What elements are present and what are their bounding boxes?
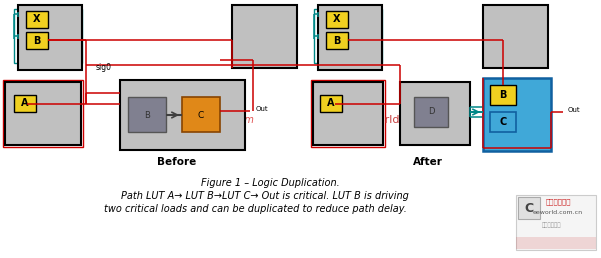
- Bar: [414, 97, 448, 127]
- Bar: [326, 32, 348, 49]
- Text: X: X: [333, 14, 341, 25]
- Text: eeworld.com.cn: eeworld.com.cn: [533, 211, 583, 215]
- Text: 品品世界之美: 品品世界之美: [542, 222, 562, 228]
- Text: Out: Out: [256, 106, 269, 112]
- Text: B: B: [499, 90, 507, 100]
- Text: Before: Before: [157, 157, 197, 167]
- Text: eeworld.com.cn: eeworld.com.cn: [356, 115, 444, 125]
- Text: two critical loads and can be duplicated to reduce path delay.: two critical loads and can be duplicated…: [103, 204, 406, 214]
- Bar: [483, 5, 548, 68]
- Bar: [490, 85, 516, 105]
- Text: 电子工程世界: 电子工程世界: [545, 199, 571, 205]
- Text: sig0: sig0: [96, 63, 112, 72]
- Text: After: After: [413, 157, 443, 167]
- Bar: [400, 82, 470, 145]
- Text: C: C: [499, 117, 507, 127]
- Bar: [483, 78, 551, 151]
- Bar: [120, 80, 245, 150]
- Text: A: A: [328, 99, 335, 109]
- Bar: [128, 97, 166, 132]
- Bar: [311, 80, 385, 147]
- Bar: [14, 9, 82, 63]
- Bar: [326, 11, 348, 28]
- Text: Out: Out: [568, 107, 581, 113]
- Bar: [18, 5, 82, 70]
- Bar: [313, 82, 383, 145]
- Bar: [518, 197, 540, 219]
- Bar: [516, 195, 596, 250]
- Bar: [320, 95, 342, 112]
- Text: C: C: [525, 201, 534, 214]
- Bar: [490, 112, 516, 132]
- Text: Path LUT A→ LUT B→LUT C→ Out is critical. LUT B is driving: Path LUT A→ LUT B→LUT C→ Out is critical…: [121, 191, 409, 201]
- Bar: [314, 9, 382, 63]
- Text: B: B: [33, 36, 41, 45]
- Text: A: A: [21, 99, 29, 109]
- Bar: [26, 32, 48, 49]
- Text: X: X: [33, 14, 41, 25]
- Bar: [516, 237, 596, 249]
- Bar: [3, 80, 83, 147]
- Text: www.eeclans.com: www.eeclans.com: [166, 115, 254, 125]
- Text: C: C: [198, 110, 204, 119]
- Text: B: B: [144, 110, 150, 119]
- Text: B: B: [334, 36, 341, 45]
- Bar: [232, 5, 297, 68]
- Bar: [14, 95, 36, 112]
- Bar: [26, 11, 48, 28]
- Bar: [318, 5, 382, 70]
- Text: Figure 1 – Logic Duplication.: Figure 1 – Logic Duplication.: [201, 178, 340, 188]
- Bar: [5, 82, 81, 145]
- Text: D: D: [428, 108, 435, 117]
- Bar: [182, 97, 220, 132]
